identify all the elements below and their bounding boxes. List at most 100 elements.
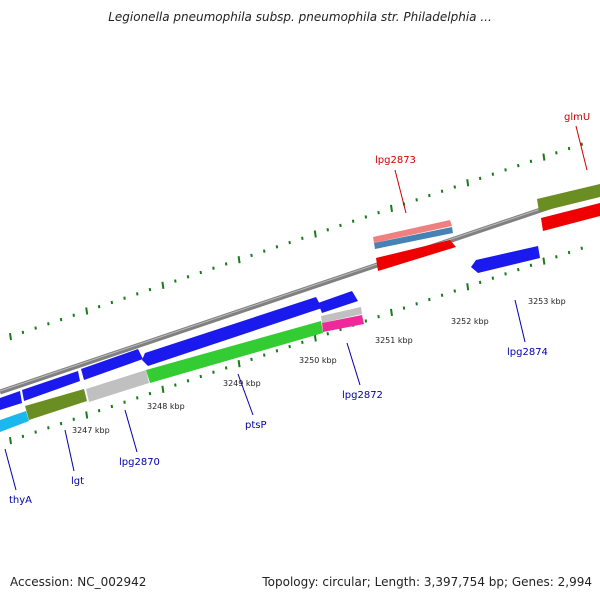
gene-pink[interactable]	[322, 315, 364, 332]
upper-scale-tick	[504, 168, 507, 172]
scale-label: 3250 kbp	[299, 356, 337, 365]
lower-scale-tick	[517, 267, 520, 272]
gene-forward-blue-1[interactable]	[0, 391, 22, 410]
upper-scale-tick	[453, 185, 456, 189]
lower-scale-tick	[440, 293, 444, 297]
lower-scale-tick	[59, 421, 63, 426]
upper-scale-tick	[428, 193, 431, 198]
lower-scale-tick	[313, 334, 317, 342]
upper-scale-tick	[440, 189, 444, 193]
lower-scale-tick	[21, 434, 25, 439]
upper-scale-tick	[212, 266, 215, 270]
gene-olive[interactable]	[25, 389, 87, 420]
scale-label: 3248 kbp	[147, 402, 185, 411]
lower-scale-tick	[9, 436, 12, 445]
lower-scale-tick	[390, 308, 393, 317]
gene-label-glmU[interactable]: glmU	[564, 112, 590, 123]
upper-scale-tick	[59, 317, 63, 322]
gene-gray-small[interactable]	[321, 307, 362, 323]
upper-scale-tick	[237, 256, 241, 264]
upper-scale-tick	[491, 172, 495, 176]
upper-scale-tick	[580, 142, 583, 146]
upper-scale-tick	[377, 210, 380, 215]
gene-green[interactable]	[146, 321, 323, 383]
lower-scale-tick	[85, 411, 89, 419]
lower-scale-tick	[466, 283, 470, 291]
upper-scale-tick	[97, 305, 101, 309]
upper-scale-tick	[351, 219, 355, 223]
upper-scale-tick	[478, 176, 482, 181]
genome-backbone-highlight	[0, 188, 600, 392]
scale-labels: 3247 kbp 3248 kbp 3249 kbp 3250 kbp 3251…	[72, 297, 566, 435]
lower-scale-tick	[199, 374, 202, 379]
lower-scale-tick	[47, 426, 50, 430]
genome-backbone	[0, 187, 600, 395]
gene-label-lpg2874[interactable]: lpg2874	[507, 347, 548, 358]
upper-scale-tick	[542, 153, 546, 161]
gene-forward-steel[interactable]	[374, 227, 453, 249]
scale-label: 3253 kbp	[528, 297, 566, 306]
reverse-strand-genes	[0, 203, 600, 432]
upper-scale-tick	[186, 275, 190, 279]
lower-scale-tick	[504, 272, 507, 276]
lower-scale-tick	[428, 297, 431, 302]
upper-scale-tick	[415, 198, 418, 202]
gene-forward-blue-5[interactable]	[318, 291, 358, 313]
lower-scale-tick	[453, 289, 456, 293]
upper-scale-tick	[529, 159, 533, 163]
gene-label-lpg2872[interactable]: lpg2872	[342, 390, 383, 401]
upper-scale-tick	[199, 270, 202, 275]
lower-scale-tick	[415, 302, 418, 306]
gene-cyan[interactable]	[0, 411, 29, 432]
lower-scale-tick	[580, 246, 583, 250]
upper-scale-tick	[555, 151, 558, 155]
lower-scale-tick	[250, 357, 253, 362]
lower-scale-tick	[542, 257, 546, 265]
gene-label-lpg2873[interactable]: lpg2873	[375, 155, 416, 166]
lower-scale-tick	[301, 340, 304, 344]
gene-forward-blue-3[interactable]	[81, 349, 143, 380]
lower-scale-tick	[97, 409, 101, 413]
upper-scale-tick	[136, 292, 139, 296]
upper-scale-tick	[567, 146, 571, 151]
gene-forward-blue-4[interactable]	[142, 297, 322, 366]
gene-label-lgt[interactable]: lgt	[71, 476, 84, 487]
gene-blue-reverse[interactable]	[471, 246, 540, 273]
topology-summary: Topology: circular; Length: 3,397,754 bp…	[262, 575, 592, 589]
lower-scale-tick	[478, 280, 482, 285]
upper-scale-tick	[110, 300, 114, 305]
lower-scale-tick	[72, 417, 75, 421]
gene-forward-olive[interactable]	[537, 184, 600, 212]
gene-forward-salmon[interactable]	[373, 220, 452, 243]
lower-scale-tick	[377, 314, 380, 319]
gene-gray[interactable]	[86, 370, 149, 402]
gene-label-thyA[interactable]: thyA	[9, 495, 32, 506]
accession-label: Accession: NC_002942	[10, 575, 147, 589]
scale-label: 3247 kbp	[72, 426, 110, 435]
lower-scale-tick	[326, 332, 329, 336]
upper-scale-tick	[47, 322, 50, 326]
gene-red-2[interactable]	[541, 203, 600, 231]
lower-scale-tick	[123, 400, 126, 404]
scale-ticks	[9, 142, 583, 445]
lower-scale-tick	[555, 255, 558, 259]
map-title: Legionella pneumophila subsp. pneumophil…	[108, 10, 492, 24]
scale-label: 3252 kbp	[451, 317, 489, 326]
lower-scale-tick	[275, 349, 279, 353]
gene-label-lpg2870[interactable]: lpg2870	[119, 457, 160, 468]
gene-forward-blue-2[interactable]	[22, 371, 80, 401]
upper-scale-tick	[148, 287, 152, 292]
upper-scale-tick	[224, 262, 228, 266]
lower-scale-tick	[174, 383, 177, 387]
gene-red-1[interactable]	[376, 240, 456, 271]
gene-label-ptsP[interactable]: ptsP	[245, 420, 267, 431]
lower-scale-tick	[161, 385, 165, 393]
upper-scale-tick	[466, 179, 470, 187]
lower-scale-tick	[364, 319, 368, 323]
gene-labels: thyA lgt lpg2870 ptsP lpg2872 lpg2874 lp…	[9, 112, 590, 506]
lower-scale-tick	[212, 370, 215, 374]
upper-scale-tick	[9, 332, 12, 341]
upper-scale-tick	[34, 326, 37, 330]
